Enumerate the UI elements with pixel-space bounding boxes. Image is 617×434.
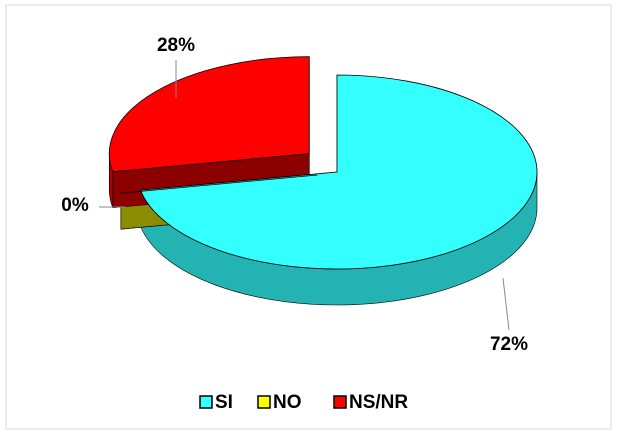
pie <box>108 56 538 306</box>
legend: SI NO NS/NR <box>199 392 408 413</box>
data-label: 0% <box>61 195 89 216</box>
slice <box>108 56 310 173</box>
slice <box>139 74 538 270</box>
legend-label: NO <box>273 392 302 413</box>
legend-swatch <box>257 395 271 409</box>
data-label: 28% <box>157 35 195 56</box>
slice <box>120 174 318 194</box>
legend-label: SI <box>215 392 233 413</box>
legend-swatch <box>199 395 213 409</box>
leader-line <box>502 277 510 331</box>
legend-label: NS/NR <box>349 392 408 413</box>
legend-swatch <box>333 395 347 409</box>
data-label: 72% <box>490 334 528 355</box>
